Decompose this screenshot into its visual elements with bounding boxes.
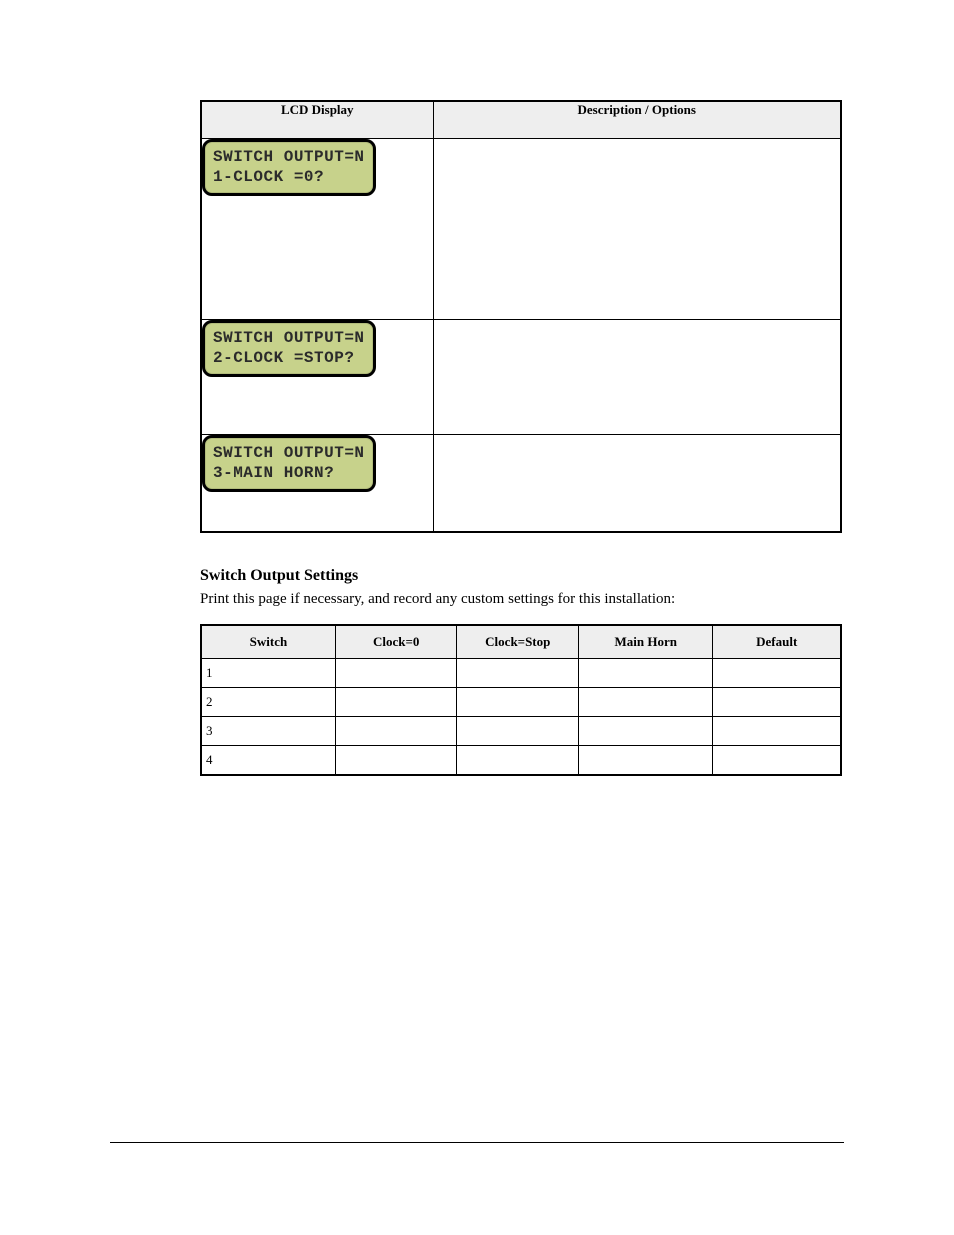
lcd-line-1: SWITCH OUTPUT=N <box>213 148 365 166</box>
settings-cell <box>335 659 457 688</box>
settings-cell: 2 <box>201 688 335 717</box>
settings-cell <box>579 659 713 688</box>
settings-header-clockstop: Clock=Stop <box>457 625 579 659</box>
display-table-row: SWITCH OUTPUT=N 1-CLOCK =0? <box>201 139 841 320</box>
header-description: Description / Options <box>433 101 841 139</box>
settings-section-title: Switch Output Settings <box>200 567 842 585</box>
settings-cell <box>713 659 841 688</box>
header-lcd: LCD Display <box>201 101 433 139</box>
settings-table-row: 1 <box>201 659 841 688</box>
content-area: LCD Display Description / Options SWITCH… <box>200 100 842 776</box>
settings-cell <box>457 688 579 717</box>
settings-table-row: 3 <box>201 717 841 746</box>
settings-cell <box>457 717 579 746</box>
settings-cell <box>457 659 579 688</box>
lcd-cell: SWITCH OUTPUT=N 3-MAIN HORN? <box>201 435 433 533</box>
settings-cell <box>335 688 457 717</box>
description-cell <box>433 435 841 533</box>
settings-table: Switch Clock=0 Clock=Stop Main Horn Defa… <box>200 624 842 776</box>
settings-table-row: 4 <box>201 746 841 776</box>
lcd-cell: SWITCH OUTPUT=N 1-CLOCK =0? <box>201 139 433 320</box>
description-cell <box>433 320 841 435</box>
settings-cell <box>713 717 841 746</box>
display-table-header-row: LCD Display Description / Options <box>201 101 841 139</box>
settings-cell: 3 <box>201 717 335 746</box>
lcd-line-2: 1-CLOCK =0? <box>213 168 324 186</box>
settings-cell <box>713 688 841 717</box>
page: LCD Display Description / Options SWITCH… <box>0 0 954 1235</box>
lcd-cell: SWITCH OUTPUT=N 2-CLOCK =STOP? <box>201 320 433 435</box>
settings-header-mainhorn: Main Horn <box>579 625 713 659</box>
settings-cell <box>579 746 713 776</box>
lcd-display: SWITCH OUTPUT=N 2-CLOCK =STOP? <box>202 320 376 377</box>
settings-header-default: Default <box>713 625 841 659</box>
settings-cell <box>335 746 457 776</box>
lcd-line-1: SWITCH OUTPUT=N <box>213 329 365 347</box>
display-table-row: SWITCH OUTPUT=N 3-MAIN HORN? <box>201 435 841 533</box>
settings-cell <box>457 746 579 776</box>
settings-cell: 4 <box>201 746 335 776</box>
settings-table-row: 2 <box>201 688 841 717</box>
settings-section-intro: Print this page if necessary, and record… <box>200 591 842 608</box>
settings-cell: 1 <box>201 659 335 688</box>
footer-divider <box>110 1142 844 1143</box>
description-cell <box>433 139 841 320</box>
settings-header-clock0: Clock=0 <box>335 625 457 659</box>
lcd-display: SWITCH OUTPUT=N 1-CLOCK =0? <box>202 139 376 196</box>
lcd-display: SWITCH OUTPUT=N 3-MAIN HORN? <box>202 435 376 492</box>
display-table-row: SWITCH OUTPUT=N 2-CLOCK =STOP? <box>201 320 841 435</box>
settings-cell <box>335 717 457 746</box>
lcd-line-2: 2-CLOCK =STOP? <box>213 349 354 367</box>
settings-cell <box>579 717 713 746</box>
lcd-line-2: 3-MAIN HORN? <box>213 464 334 482</box>
settings-header-switch: Switch <box>201 625 335 659</box>
settings-cell <box>713 746 841 776</box>
settings-header-row: Switch Clock=0 Clock=Stop Main Horn Defa… <box>201 625 841 659</box>
lcd-display-table: LCD Display Description / Options SWITCH… <box>200 100 842 533</box>
lcd-line-1: SWITCH OUTPUT=N <box>213 444 365 462</box>
settings-cell <box>579 688 713 717</box>
